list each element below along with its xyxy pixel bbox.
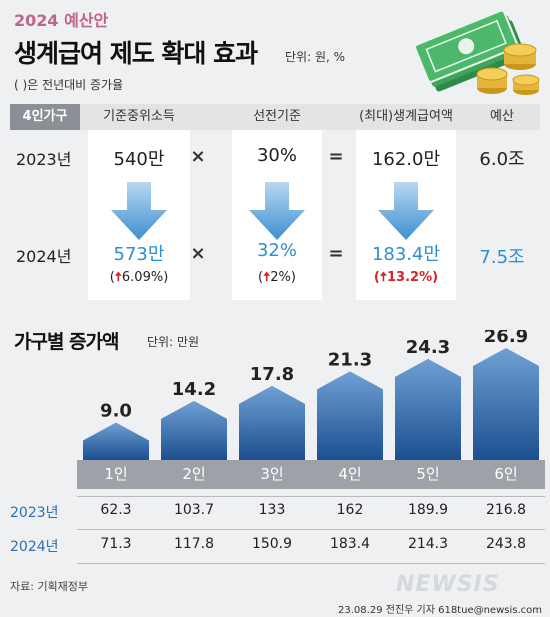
table-cell: 183.4 xyxy=(329,536,371,552)
row-year-2023-label: 2023년 xyxy=(10,505,59,521)
bar-value-label: 24.3 xyxy=(406,337,450,358)
bar-value-label: 21.3 xyxy=(328,349,372,370)
up-arrow-icon: 🠅 xyxy=(114,270,122,285)
bar-3인 xyxy=(239,385,305,460)
divider xyxy=(77,496,545,497)
table-cell: 103.7 xyxy=(173,502,215,518)
income-2023: 540만 xyxy=(113,149,165,170)
budget-2023: 6.0조 xyxy=(479,149,525,170)
page-title: 생계급여 제도 확대 효과 xyxy=(14,39,258,68)
bar-1인 xyxy=(83,422,149,460)
bar-value-label: 26.9 xyxy=(484,330,528,347)
category-strip xyxy=(77,460,545,489)
table-cell: 216.8 xyxy=(485,502,527,518)
budget-2024: 7.5조 xyxy=(479,247,525,268)
divider xyxy=(77,563,545,564)
bar-6인 xyxy=(473,348,539,460)
money-illustration-icon xyxy=(414,9,540,95)
section-unit: 단위: 만원 xyxy=(147,335,200,349)
table-cell: 133 xyxy=(258,502,286,518)
col-selection-criteria: 선전기준 xyxy=(253,109,301,124)
table-cell: 214.3 xyxy=(407,536,449,552)
table-cell: 189.9 xyxy=(407,502,449,518)
bar-value-label: 9.0 xyxy=(100,401,132,422)
col-budget: 예산 xyxy=(490,109,514,124)
credit-label: 23.08.29 전진우 기자 618tue@newsis.com xyxy=(338,605,542,616)
up-arrow-icon: 🠅 xyxy=(379,270,387,285)
down-arrow-icon xyxy=(111,182,167,240)
household-tag: 4인가구 xyxy=(10,104,80,130)
table-header-bg xyxy=(10,104,540,130)
category-label: 2인 xyxy=(182,465,206,483)
down-arrow-icon xyxy=(378,182,434,240)
source-label: 자료: 기획재정부 xyxy=(10,580,89,593)
criteria-2024: 32% xyxy=(256,240,297,261)
category-label: 5인 xyxy=(416,465,440,483)
bar-value-label: 17.8 xyxy=(250,364,294,385)
category-label: 3인 xyxy=(260,465,284,483)
table-cell: 162 xyxy=(336,502,364,518)
benefit-change: (🠅13.2%) xyxy=(373,270,439,285)
multiply-sign: × xyxy=(190,146,206,167)
category-label: 4인 xyxy=(338,465,362,483)
bar-4인 xyxy=(317,371,383,460)
divider xyxy=(77,529,545,530)
bar-2인 xyxy=(161,400,227,460)
category-label: 1인 xyxy=(104,465,128,483)
household-table: 4인가구 기준중위소득 선전기준 (최대)생계급여액 예산 2023년 540만… xyxy=(10,104,540,300)
income-change: (🠅6.09%) xyxy=(109,270,169,285)
table-cell: 243.8 xyxy=(485,536,527,552)
section-title: 가구별 증가액 xyxy=(14,331,119,353)
increase-bar-chart: 9.0 14.2 17.8 21.3 24.3 26.9 xyxy=(83,330,539,460)
unit-label: 단위: 원, % xyxy=(285,50,346,64)
bar-5인 xyxy=(395,358,461,460)
col-median-income: 기준중위소득 xyxy=(103,109,175,124)
table-cell: 71.3 xyxy=(100,536,132,552)
bar-value-label: 14.2 xyxy=(172,379,216,400)
multiply-sign: × xyxy=(190,243,206,264)
benefit-2024: 183.4만 xyxy=(371,244,441,265)
criteria-change: (🠅2%) xyxy=(258,270,296,285)
table-cell: 117.8 xyxy=(173,536,215,552)
category-label: 6인 xyxy=(494,465,518,483)
row-year-2024-label: 2024년 xyxy=(10,539,59,555)
equals-sign: = xyxy=(328,146,344,167)
income-2024: 573만 xyxy=(113,244,165,265)
col-max-benefit: (최대)생계급여액 xyxy=(359,109,453,124)
note-label: ( )은 전년대비 증가율 xyxy=(14,78,124,92)
table-cell: 62.3 xyxy=(100,502,132,518)
benefit-2023: 162.0만 xyxy=(371,149,441,170)
row-year-2023: 2023년 xyxy=(16,150,72,169)
down-arrow-icon xyxy=(249,182,305,240)
up-arrow-icon: 🠅 xyxy=(263,270,271,285)
year-label: 2024 예산안 xyxy=(14,11,109,30)
equals-sign: = xyxy=(328,243,344,264)
criteria-2023: 30% xyxy=(256,145,297,166)
row-year-2024: 2024년 xyxy=(16,247,72,266)
newsis-logo: NEWSIS xyxy=(396,572,500,597)
table-cell: 150.9 xyxy=(251,536,293,552)
